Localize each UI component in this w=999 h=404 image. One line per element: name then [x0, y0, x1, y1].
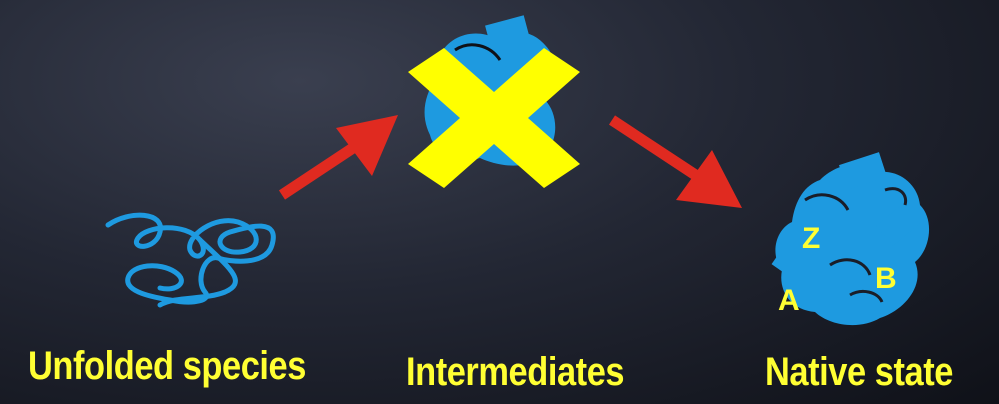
intermediates-caption: Intermediates [406, 350, 625, 394]
native-protein [771, 152, 930, 326]
arrow-to-native [608, 115, 742, 208]
native-state-caption: Native state [765, 350, 953, 394]
arrow-to-intermediates [278, 115, 398, 200]
unfolded-species-caption: Unfolded species [28, 344, 306, 388]
native-domain-label-z: Z [802, 222, 821, 255]
native-domain-label-b: B [875, 262, 897, 295]
cross-out-icon [408, 48, 580, 188]
unfolded-coil [105, 212, 276, 308]
native-domain-label-a: A [778, 284, 800, 317]
